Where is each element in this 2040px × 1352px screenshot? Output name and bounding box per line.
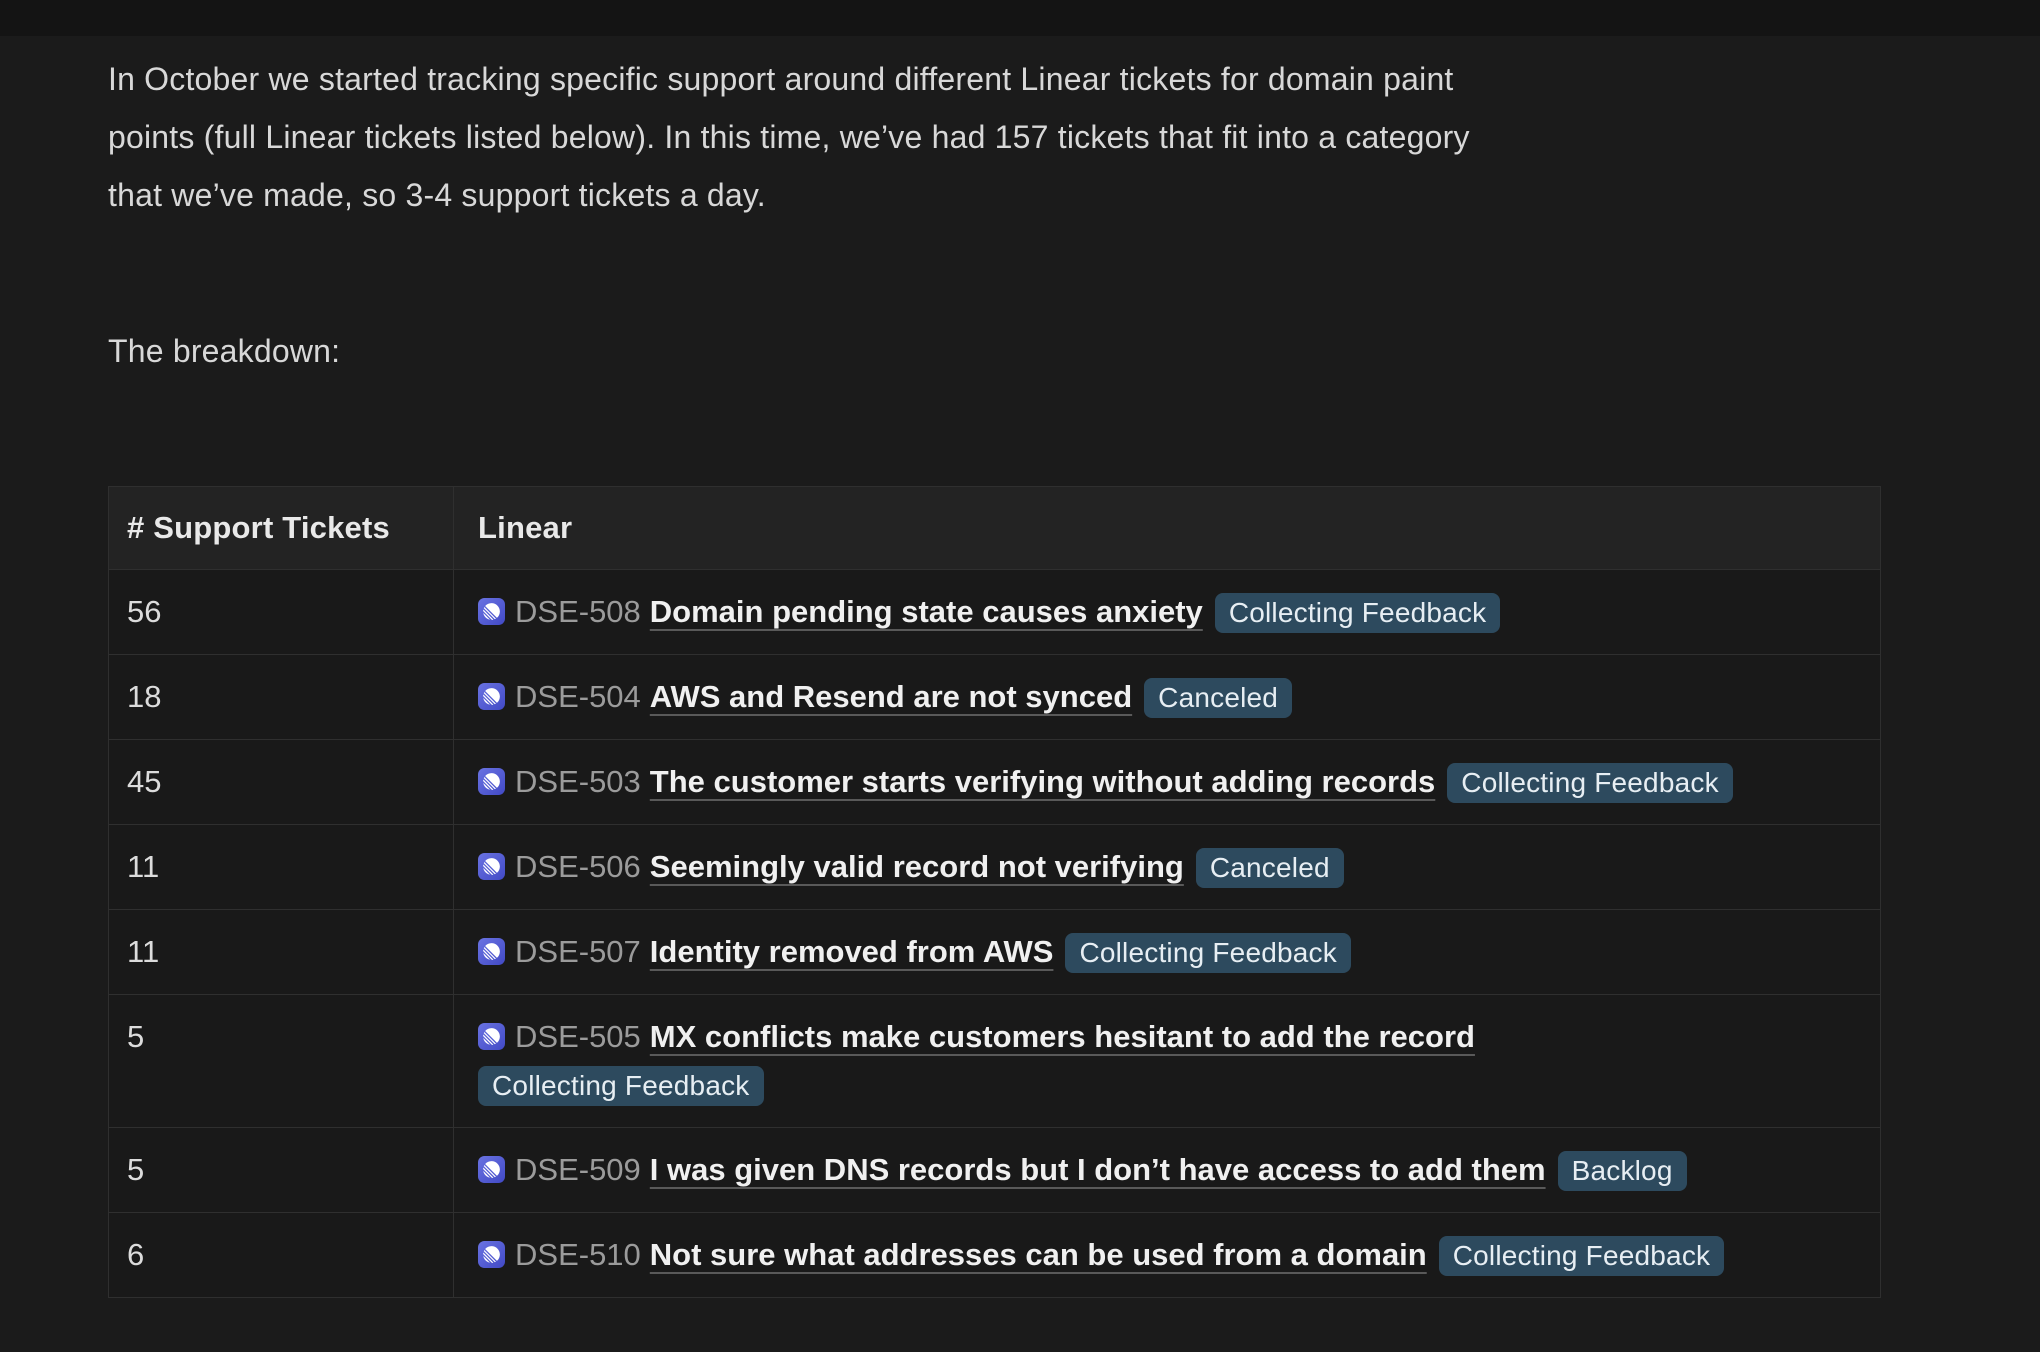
linear-ticket-cell[interactable]: DSE-504 AWS and Resend are not synced Canc… bbox=[453, 654, 1881, 740]
ticket-count-cell[interactable]: 6 bbox=[108, 1212, 454, 1298]
linear-ticket-cell[interactable]: DSE-509 I was given DNS records but I don… bbox=[453, 1127, 1881, 1213]
document-page: In October we started tracking specific … bbox=[108, 36, 1881, 1298]
linear-ticket-cell[interactable]: DSE-503 The customer starts verifying wit… bbox=[453, 739, 1881, 825]
status-badge: Collecting Feedback bbox=[1214, 593, 1501, 633]
ticket-count-cell[interactable]: 11 bbox=[108, 824, 454, 910]
ticket-title: AWS and Resend are not synced bbox=[649, 679, 1133, 714]
ticket-id: DSE-509 bbox=[515, 1152, 641, 1187]
linear-icon bbox=[478, 1156, 505, 1183]
ticket-count-cell[interactable]: 45 bbox=[108, 739, 454, 825]
linear-icon bbox=[478, 1023, 505, 1050]
table-header-row: # Support Tickets Linear bbox=[108, 486, 1881, 570]
table-row: 6 DSE-510 Not sure what addresses can be … bbox=[108, 1212, 1881, 1298]
column-header-support-tickets[interactable]: # Support Tickets bbox=[108, 486, 454, 570]
ticket-count-cell[interactable]: 5 bbox=[108, 994, 454, 1128]
table-row: 11 DSE-507 Identity removed from AWS Colle… bbox=[108, 909, 1881, 995]
ticket-id: DSE-507 bbox=[515, 934, 641, 969]
ticket-id: DSE-503 bbox=[515, 764, 641, 799]
support-tickets-table: # Support Tickets Linear 56 DSE-508 Domai… bbox=[108, 486, 1881, 1298]
ticket-title: MX conflicts make customers hesitant to … bbox=[649, 1019, 1475, 1054]
ticket-id: DSE-505 bbox=[515, 1019, 641, 1054]
ticket-count-cell[interactable]: 56 bbox=[108, 569, 454, 655]
linear-ticket-link[interactable]: DSE-510 Not sure what addresses can be us… bbox=[478, 1237, 1427, 1272]
ticket-title: Identity removed from AWS bbox=[649, 934, 1054, 969]
ticket-count-cell[interactable]: 18 bbox=[108, 654, 454, 740]
window-top-strip bbox=[0, 0, 2040, 36]
status-badge: Backlog bbox=[1557, 1151, 1687, 1191]
linear-ticket-link[interactable]: DSE-503 The customer starts verifying wit… bbox=[478, 764, 1435, 799]
status-badge: Collecting Feedback bbox=[1438, 1236, 1725, 1276]
table-row: 5 DSE-509 I was given DNS records but I d… bbox=[108, 1127, 1881, 1213]
ticket-id: DSE-510 bbox=[515, 1237, 641, 1272]
linear-icon bbox=[478, 768, 505, 795]
table-row: 18 DSE-504 AWS and Resend are not synced C… bbox=[108, 654, 1881, 740]
status-badge: Canceled bbox=[1144, 678, 1293, 718]
status-badge: Collecting Feedback bbox=[1447, 763, 1733, 803]
linear-ticket-cell[interactable]: DSE-510 Not sure what addresses can be us… bbox=[453, 1212, 1881, 1298]
linear-icon bbox=[478, 598, 505, 625]
linear-ticket-cell[interactable]: DSE-507 Identity removed from AWS Collecti… bbox=[453, 909, 1881, 995]
linear-ticket-cell[interactable]: DSE-505 MX conflicts make customers hesit… bbox=[453, 994, 1881, 1128]
status-badge: Collecting Feedback bbox=[478, 1066, 764, 1106]
ticket-title: Not sure what addresses can be used from… bbox=[649, 1237, 1427, 1272]
ticket-id: DSE-508 bbox=[515, 594, 641, 629]
linear-ticket-link[interactable]: DSE-504 AWS and Resend are not synced bbox=[478, 679, 1132, 714]
linear-ticket-cell[interactable]: DSE-508 Domain pending state causes anxie… bbox=[453, 569, 1881, 655]
linear-ticket-link[interactable]: DSE-508 Domain pending state causes anxie… bbox=[478, 594, 1203, 629]
linear-icon bbox=[478, 1241, 505, 1268]
ticket-id: DSE-506 bbox=[515, 849, 641, 884]
breakdown-label: The breakdown: bbox=[108, 333, 341, 369]
ticket-title: Seemingly valid record not verifying bbox=[649, 849, 1184, 884]
ticket-title: I was given DNS records but I don’t have… bbox=[649, 1152, 1546, 1187]
table-row: 5 DSE-505 MX conflicts make customers hes… bbox=[108, 994, 1881, 1128]
linear-ticket-link[interactable]: DSE-506 Seemingly valid record not verify… bbox=[478, 849, 1184, 884]
linear-icon bbox=[478, 683, 505, 710]
table-row: 56 DSE-508 Domain pending state causes an… bbox=[108, 569, 1881, 655]
column-header-linear[interactable]: Linear bbox=[453, 486, 1881, 570]
intro-line: that we’ve made, so 3-4 support tickets … bbox=[108, 177, 766, 213]
intro-line: points (full Linear tickets listed below… bbox=[108, 119, 1470, 155]
ticket-title: The customer starts verifying without ad… bbox=[649, 764, 1436, 799]
status-badge: Canceled bbox=[1195, 848, 1344, 888]
ticket-title: Domain pending state causes anxiety bbox=[649, 594, 1203, 629]
status-badge: Collecting Feedback bbox=[1065, 933, 1351, 973]
ticket-count-cell[interactable]: 11 bbox=[108, 909, 454, 995]
intro-line: In October we started tracking specific … bbox=[108, 61, 1454, 97]
ticket-count-cell[interactable]: 5 bbox=[108, 1127, 454, 1213]
intro-paragraph: In October we started tracking specific … bbox=[108, 50, 1881, 224]
linear-icon bbox=[478, 853, 505, 880]
ticket-id: DSE-504 bbox=[515, 679, 641, 714]
linear-ticket-cell[interactable]: DSE-506 Seemingly valid record not verify… bbox=[453, 824, 1881, 910]
table-row: 45 DSE-503 The customer starts verifying … bbox=[108, 739, 1881, 825]
linear-icon bbox=[478, 938, 505, 965]
linear-ticket-link[interactable]: DSE-505 MX conflicts make customers hesit… bbox=[478, 1019, 1475, 1054]
linear-ticket-link[interactable]: DSE-507 Identity removed from AWS bbox=[478, 934, 1053, 969]
linear-ticket-link[interactable]: DSE-509 I was given DNS records but I don… bbox=[478, 1152, 1546, 1187]
table-row: 11 DSE-506 Seemingly valid record not ver… bbox=[108, 824, 1881, 910]
